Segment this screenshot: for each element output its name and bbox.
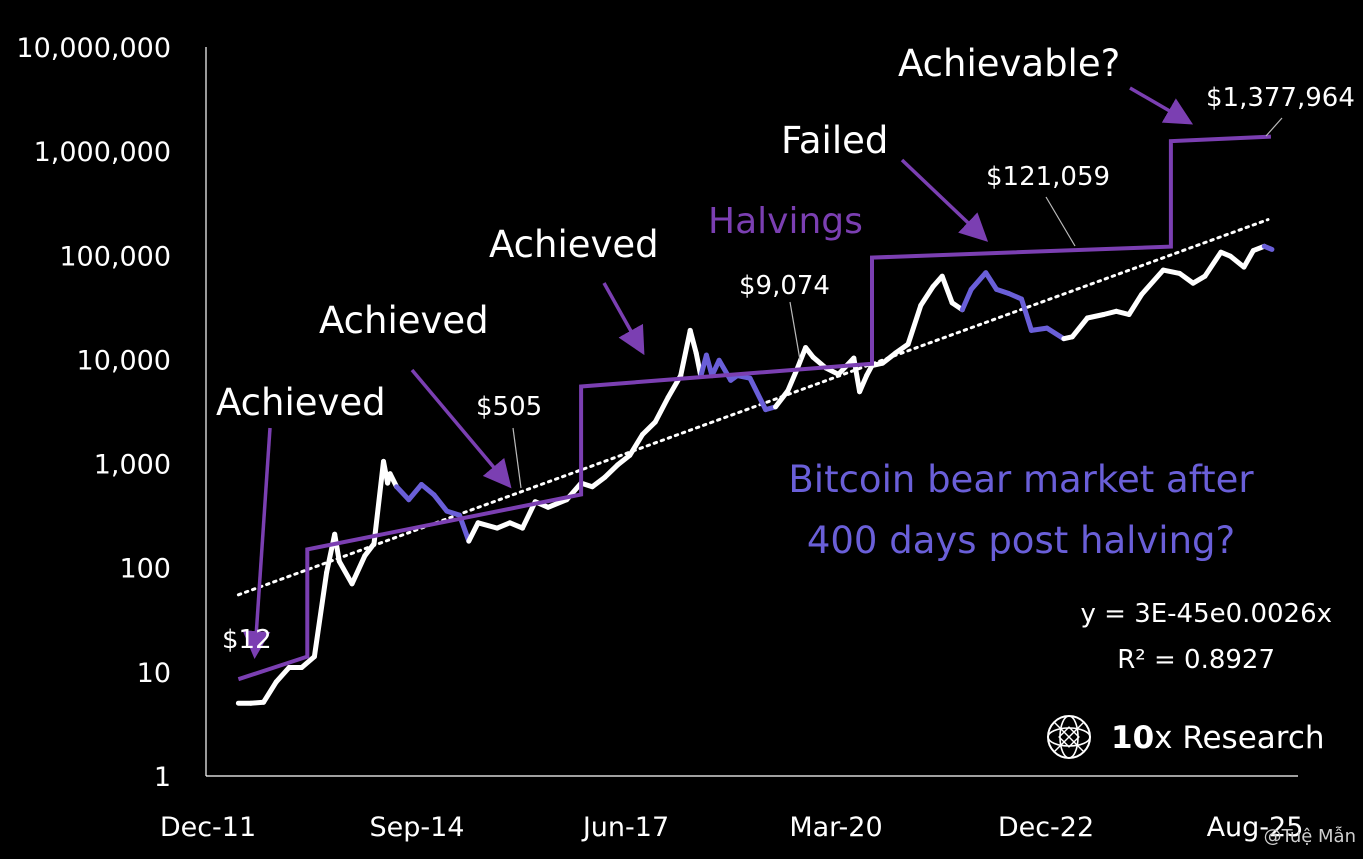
label-failed: Failed bbox=[781, 119, 888, 162]
price-segment bbox=[332, 531, 342, 564]
price-segment bbox=[939, 273, 955, 306]
price-segment bbox=[893, 341, 911, 356]
price-segment bbox=[880, 350, 898, 366]
price-segment bbox=[466, 520, 481, 544]
price-segment bbox=[747, 375, 769, 413]
price-segment bbox=[406, 482, 424, 503]
trend-line bbox=[236, 218, 1270, 597]
price-segment bbox=[627, 432, 645, 458]
label-price-12: $12 bbox=[222, 625, 272, 655]
x-tick-label: Mar-20 bbox=[789, 812, 882, 843]
subtitle-line-1: Bitcoin bear market after bbox=[788, 458, 1254, 501]
price-segment bbox=[431, 492, 450, 514]
label-price-1377964: $1,377,964 bbox=[1206, 83, 1355, 113]
price-segment bbox=[1202, 249, 1224, 279]
price-segment bbox=[1028, 325, 1050, 333]
arrow-failed bbox=[900, 158, 989, 242]
y-tick-label: 100 bbox=[119, 554, 171, 585]
price-segment bbox=[349, 553, 368, 587]
price-segment bbox=[959, 286, 974, 313]
price-segment bbox=[1241, 248, 1256, 270]
y-tick-label: 1,000,000 bbox=[34, 137, 171, 168]
label-price-505: $505 bbox=[476, 392, 542, 422]
price-segment bbox=[652, 395, 671, 425]
x-tick-label: Dec-11 bbox=[160, 812, 256, 843]
price-segment bbox=[1019, 296, 1034, 333]
price-segment bbox=[918, 284, 936, 308]
price-segment bbox=[273, 665, 292, 685]
price-segment bbox=[968, 270, 989, 292]
price-segment bbox=[1177, 270, 1196, 286]
label-achieved-1: Achieved bbox=[216, 381, 386, 424]
halving-target-line bbox=[237, 134, 1271, 682]
price-segment bbox=[419, 482, 437, 498]
label-price-9074: $9,074 bbox=[739, 271, 830, 301]
watermark: @Tuệ Mẫn bbox=[1264, 826, 1356, 847]
label-achieved-3: Achieved bbox=[489, 223, 659, 266]
price-segment bbox=[678, 327, 693, 379]
price-segment bbox=[1044, 325, 1067, 342]
subtitle-line-2: 400 days post halving? bbox=[807, 519, 1235, 562]
price-segment bbox=[261, 679, 279, 705]
globe-icon bbox=[1047, 715, 1091, 759]
price-segment bbox=[589, 474, 608, 490]
leader-505 bbox=[512, 427, 522, 489]
price-segment bbox=[299, 654, 317, 670]
price-segment bbox=[475, 520, 500, 531]
y-tick-label: 10 bbox=[137, 658, 171, 689]
price-segment bbox=[983, 270, 999, 292]
x-tick-label: Dec-22 bbox=[998, 812, 1094, 843]
label-achieved-2: Achieved bbox=[319, 299, 489, 342]
brand-name: 10x Research bbox=[1111, 720, 1325, 756]
x-tick-label: Aug-25 bbox=[1207, 812, 1304, 843]
y-tick-label: 10,000,000 bbox=[16, 33, 171, 64]
price-segment bbox=[794, 345, 809, 372]
x-tick-label: Jun-17 bbox=[581, 812, 669, 843]
y-tick-label: 1,000 bbox=[94, 450, 171, 481]
price-segment bbox=[1139, 267, 1166, 297]
price-segment bbox=[1069, 315, 1090, 340]
price-segment bbox=[602, 462, 621, 480]
price-segment bbox=[1084, 312, 1107, 321]
label-achievable: Achievable? bbox=[898, 42, 1120, 85]
price-segment bbox=[615, 452, 633, 468]
label-halvings: Halvings bbox=[708, 201, 863, 242]
price-segment bbox=[773, 388, 791, 410]
price-segment bbox=[545, 497, 570, 510]
price-segment bbox=[640, 419, 658, 437]
brand-name-bold: 10 bbox=[1111, 720, 1154, 756]
price-segment bbox=[1160, 267, 1183, 276]
arrow-achievable bbox=[1129, 86, 1194, 125]
leader-1377964 bbox=[1265, 117, 1283, 137]
price-segment bbox=[857, 373, 870, 395]
leader-121059 bbox=[1045, 196, 1076, 247]
price-segment bbox=[371, 458, 386, 547]
trend-r2: R² = 0.8927 bbox=[1117, 645, 1275, 675]
arrow-achieved-1 bbox=[242, 427, 272, 659]
price-segment bbox=[336, 558, 355, 587]
trend-equation: y = 3E-45e0.0026x bbox=[1081, 599, 1333, 629]
price-segment bbox=[905, 302, 924, 347]
price-segment bbox=[1126, 292, 1145, 317]
price-segment bbox=[687, 327, 699, 356]
label-price-121059: $121,059 bbox=[986, 162, 1110, 192]
arrow-achieved-3 bbox=[602, 282, 645, 356]
y-tick-label: 1 bbox=[154, 762, 171, 793]
y-tick-label: 100,000 bbox=[59, 241, 171, 272]
price-segment bbox=[362, 541, 377, 559]
arrow-achieved-2 bbox=[410, 368, 512, 489]
brand-name-rest: x Research bbox=[1154, 720, 1324, 756]
x-tick-label: Sep-14 bbox=[370, 812, 465, 843]
price-segment bbox=[311, 570, 330, 660]
price-segment bbox=[785, 367, 800, 394]
y-tick-label: 10,000 bbox=[77, 345, 171, 376]
price-segment bbox=[394, 484, 412, 503]
leader-9074 bbox=[789, 301, 801, 361]
price-segment bbox=[1261, 243, 1275, 252]
price-segment bbox=[1227, 253, 1247, 270]
